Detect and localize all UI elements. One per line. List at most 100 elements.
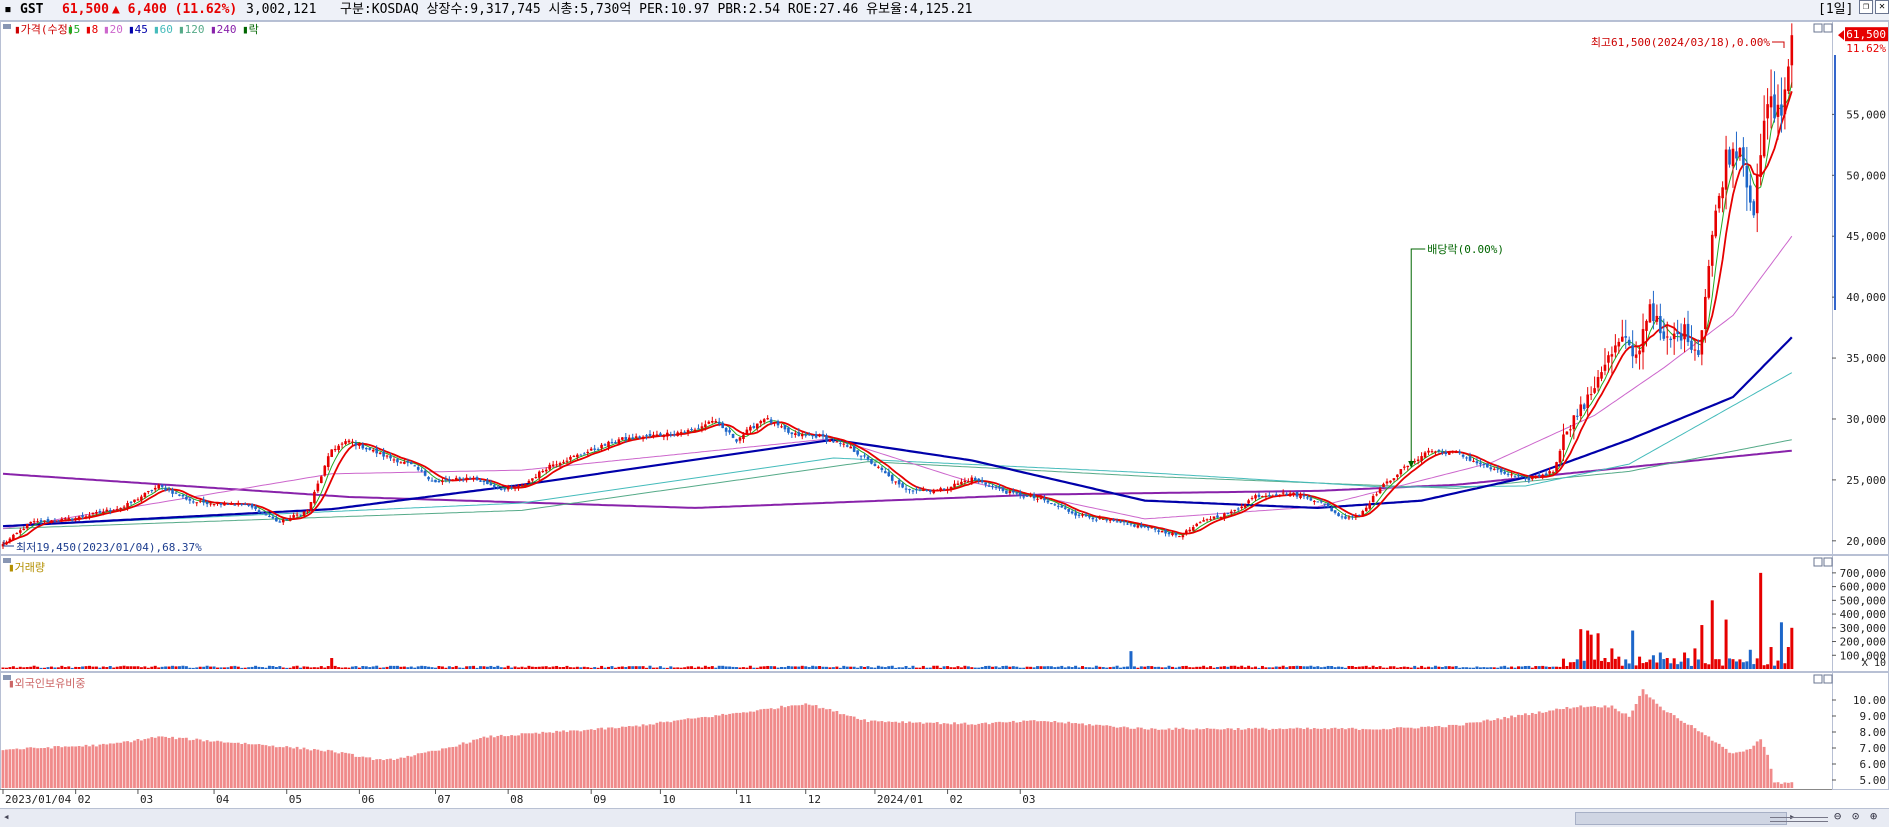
foreign-bar [1610, 705, 1614, 788]
candle-body [1662, 331, 1666, 339]
volume-bar [970, 667, 974, 669]
foreign-bar [1285, 728, 1289, 788]
x-tick-label: 04 [216, 793, 230, 806]
candle-body [621, 437, 624, 440]
volume-bar [1177, 666, 1181, 669]
trade-volume: 3,002,121 [246, 2, 317, 17]
foreign-bar [980, 723, 984, 788]
foreign-bar [966, 724, 970, 788]
zoom-slider[interactable] [1770, 817, 1828, 822]
volume-bar [399, 666, 403, 669]
volume-bar [1018, 667, 1022, 669]
candle-body [1413, 461, 1416, 463]
candle-body [915, 489, 918, 491]
candle-body [1181, 535, 1185, 538]
candle-body [1057, 505, 1060, 507]
candle-body [967, 481, 970, 483]
volume-bar [375, 665, 379, 669]
volume-bar [1610, 648, 1614, 669]
foreign-bar [555, 730, 558, 788]
foreign-bar [146, 738, 150, 788]
foreign-bar [728, 713, 731, 788]
foreign-bar [1527, 715, 1531, 788]
candle-body [233, 504, 237, 506]
volume-bar [1703, 663, 1707, 669]
candle-body [762, 419, 766, 423]
volume-collapse-icon[interactable] [3, 558, 11, 563]
volume-bar [769, 666, 773, 669]
header-checkbox[interactable]: ▪ [4, 2, 12, 17]
foreign-bar [932, 722, 936, 788]
zoom-reset-icon[interactable]: ⊙ [1852, 809, 1860, 823]
volume-bar [1004, 665, 1008, 669]
candle-body [461, 479, 465, 481]
foreign-bar [569, 730, 572, 788]
candle-body [1122, 521, 1126, 523]
candle-body [361, 444, 365, 449]
candle-body [634, 436, 638, 438]
candle-body [226, 503, 230, 505]
volume-bar [1219, 666, 1223, 669]
volume-bar [278, 666, 282, 669]
candle-body [150, 490, 154, 492]
candle-body [686, 430, 690, 433]
volume-bar [1440, 667, 1444, 669]
foreign-bar [1150, 728, 1154, 788]
volume-bar [980, 666, 984, 669]
candle-body [679, 432, 683, 434]
foreign-bar [517, 735, 520, 788]
foreign-collapse-icon[interactable] [3, 675, 11, 680]
price-tick-label: 45,000 [1846, 230, 1886, 243]
candle-body [738, 437, 742, 441]
volume-bar [1098, 666, 1102, 669]
foreign-bar [686, 718, 690, 788]
candle-body [1012, 490, 1015, 493]
price-change: ▲ 6,400 (11.62%) [112, 2, 238, 17]
panel-collapse-icon[interactable] [3, 24, 11, 29]
volume-bar [790, 666, 794, 669]
volume-bars [1, 572, 1794, 669]
period-button[interactable]: [1일] [1818, 2, 1854, 17]
candle-body [904, 488, 908, 490]
restore-icon[interactable]: ❐ [1859, 0, 1873, 14]
candle-body [811, 435, 814, 437]
foreign-bar [1240, 729, 1244, 788]
volume-bar [340, 667, 344, 669]
foreign-bar [281, 747, 285, 788]
panel-controls[interactable] [1813, 23, 1833, 684]
candle-body [1572, 415, 1576, 430]
foreign-bar [1721, 746, 1725, 788]
volume-bar [1658, 652, 1662, 669]
zoom-out-icon[interactable]: ⊖ [1834, 809, 1842, 823]
volume-bar [167, 666, 171, 669]
zoom-in-icon[interactable]: ⊕ [1870, 809, 1878, 823]
volume-bar [56, 667, 60, 669]
foreign-bar [216, 740, 219, 788]
legend-item: ▮5 [67, 23, 80, 36]
volume-bar [745, 667, 749, 669]
candle-body [1278, 494, 1282, 496]
x-tick-label: 08 [510, 793, 523, 806]
foreign-bar [652, 724, 655, 788]
scrollbar-thumb[interactable] [1575, 812, 1787, 825]
candle-body [607, 441, 610, 448]
volume-bar [1115, 665, 1119, 669]
foreign-bar [520, 733, 524, 788]
volume-bar [1392, 666, 1396, 669]
foreign-bar [1264, 728, 1268, 788]
candle-body [1074, 512, 1077, 516]
scroll-right-icon[interactable]: ▸ [1789, 810, 1796, 823]
volume-bar [254, 665, 258, 669]
foreign-bar [233, 742, 237, 788]
candle-body [1178, 536, 1181, 538]
foreign-bar [1261, 727, 1264, 788]
legend-item: ▮120 [178, 23, 205, 36]
foreign-bar [1070, 723, 1074, 788]
foreign-bar [1627, 716, 1631, 788]
horizontal-scrollbar[interactable]: ◂ ▸ ⊖ ⊙ ⊕ [0, 808, 1889, 827]
chart-canvas[interactable]: ▮가격(수정)▮5 ▮8 ▮20 ▮45 ▮60 ▮120 ▮240 ▮락 ▮거래량 ▮외국인… [0, 0, 1889, 808]
scroll-left-icon[interactable]: ◂ [3, 810, 10, 823]
volume-bar [350, 666, 354, 669]
candle-body [1700, 330, 1704, 355]
foreign-bar [1375, 729, 1379, 788]
